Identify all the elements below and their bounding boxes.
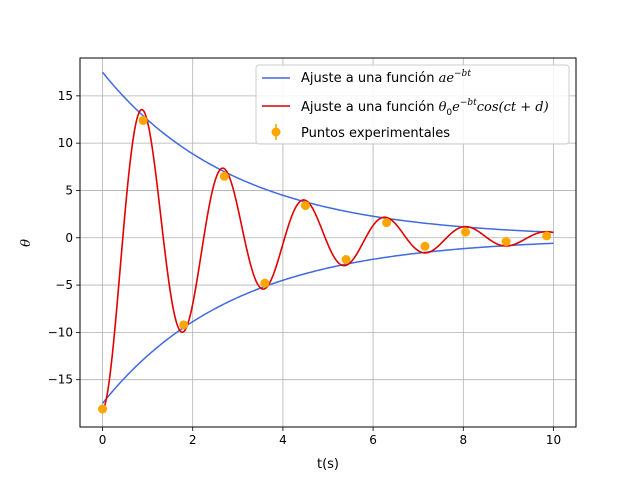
experimental-point	[501, 237, 511, 247]
y-tick-label: 15	[58, 89, 73, 103]
x-tick-label: 0	[99, 433, 107, 447]
damped-cosine-fit-line	[101, 108, 554, 412]
x-axis-label: t(s)	[317, 457, 339, 472]
legend-swatch-points	[271, 127, 281, 137]
y-tick-label: −10	[48, 325, 73, 339]
experimental-point	[420, 241, 430, 251]
experimental-point	[382, 218, 392, 228]
x-tick-label: 10	[546, 433, 561, 447]
x-tick-label: 2	[189, 433, 197, 447]
envelope-upper-line	[101, 71, 554, 233]
experimental-point	[300, 201, 310, 211]
envelope-lower-line	[101, 242, 554, 404]
y-tick-label: −5	[55, 278, 73, 292]
legend-box	[255, 64, 570, 145]
x-tick-label: 4	[279, 433, 287, 447]
legend-label-fit: Ajuste a una función θ0e−btcos(ct + d)	[301, 98, 549, 118]
experimental-point	[341, 255, 351, 265]
legend-label-envelope: Ajuste a una función ae−bt	[301, 69, 471, 86]
y-tick-label: 10	[58, 136, 73, 150]
experimental-point	[138, 115, 148, 125]
plot-area	[98, 71, 554, 414]
series-layer	[98, 71, 554, 414]
experimental-point	[219, 171, 229, 181]
experimental-point	[179, 320, 189, 330]
legend-label-points: Puntos experimentales	[301, 126, 450, 141]
experimental-point	[260, 278, 270, 288]
y-tick-label: 0	[65, 231, 73, 245]
x-tick-label: 6	[369, 433, 377, 447]
y-tick-label: −15	[48, 373, 73, 387]
experimental-point	[98, 404, 108, 414]
experimental-point	[461, 227, 471, 237]
ticks: 0 2 4 6 8 10 −15 −10 −5 0 5 10 15	[48, 89, 561, 447]
x-tick-label: 8	[459, 433, 467, 447]
axes-frame	[79, 57, 577, 428]
y-tick-label: 5	[65, 183, 73, 197]
experimental-point	[542, 231, 552, 241]
legend: Ajuste a una función ae−bt Ajuste a una …	[255, 64, 570, 145]
y-axis-label: θ	[19, 239, 34, 247]
